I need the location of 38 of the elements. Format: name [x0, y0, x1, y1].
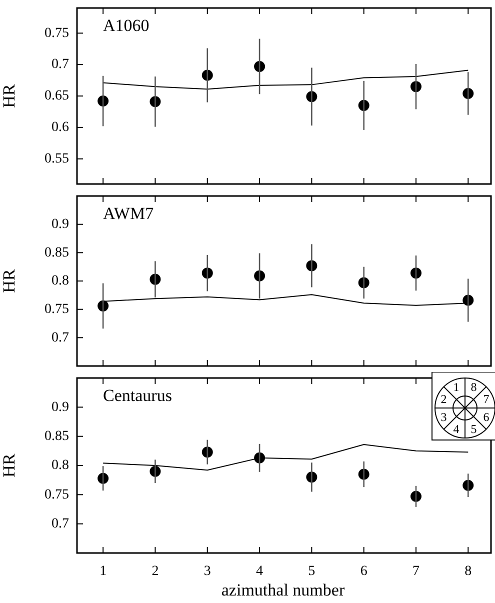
y-tick-label: 0.7: [52, 516, 69, 532]
text: AWM7: [103, 204, 154, 223]
x-tick-label: 6: [360, 564, 368, 580]
annotation: 5: [470, 422, 477, 436]
y-tick-label: 0.55: [44, 152, 69, 167]
y-tick-label: 0.65: [44, 88, 69, 104]
y-tick-label: 0.7: [52, 57, 69, 72]
y-tick-label: 0.7: [52, 330, 69, 346]
y-tick-label: 0.85: [44, 245, 69, 260]
x-tick-label: 8: [464, 564, 472, 580]
text: A1060: [103, 16, 150, 35]
y-tick-label: 0.85: [44, 429, 69, 444]
y-tick-label: 0.8: [52, 274, 69, 289]
y-tick-label: 0.8: [52, 458, 69, 474]
y-axis-title: HR: [0, 453, 19, 478]
x-axis-title: azimuthal number: [221, 580, 345, 600]
y-tick-label: 0.75: [44, 302, 69, 318]
y-tick-label: 0.6: [52, 120, 69, 136]
annotation: 1: [453, 380, 460, 394]
x-tick-label: 7: [412, 564, 420, 580]
annotation: 3: [440, 410, 447, 424]
annotation: 4: [453, 422, 460, 436]
x-tick-label: 3: [204, 564, 211, 580]
x-tick-label: 5: [308, 564, 316, 580]
y-tick-label: 0.75: [44, 26, 69, 41]
text: Centaurus: [103, 386, 172, 405]
annotation: 6: [483, 410, 490, 424]
x-tick-label: 1: [100, 564, 107, 580]
annotation: 7: [483, 392, 490, 406]
x-tick-label: 4: [256, 564, 264, 580]
y-axis-title: HR: [0, 84, 19, 108]
y-axis-title: HR: [0, 268, 19, 293]
y-tick-label: 0.9: [52, 217, 69, 232]
annotation: 2: [440, 392, 447, 406]
annotation: 8: [470, 380, 477, 394]
y-tick-label: 0.9: [52, 400, 69, 415]
y-tick-label: 0.75: [44, 487, 69, 502]
x-tick-label: 2: [152, 564, 159, 580]
